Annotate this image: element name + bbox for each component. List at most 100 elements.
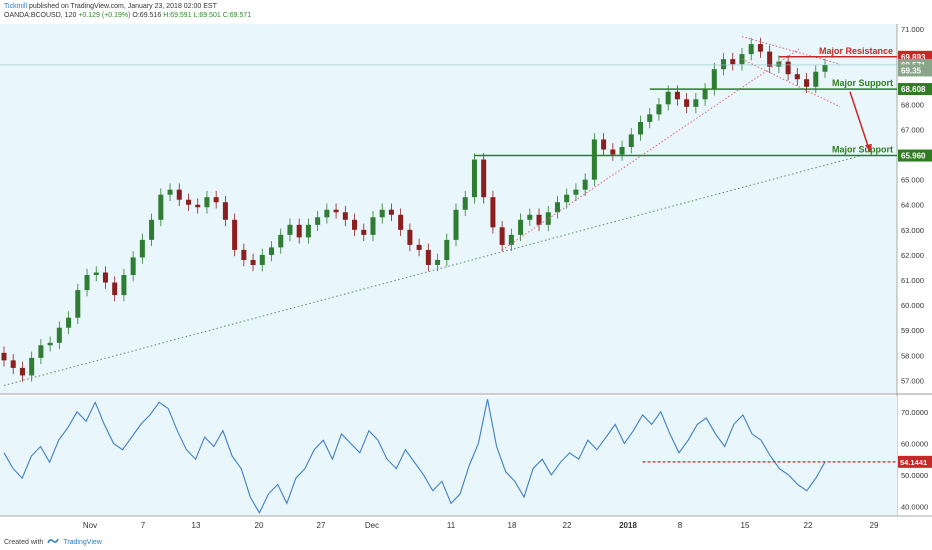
candle-body: [269, 247, 275, 255]
candle-body: [149, 219, 155, 240]
candle-body: [10, 360, 16, 368]
candle-body: [361, 229, 367, 235]
candle-body: [453, 209, 459, 240]
candle-body: [490, 197, 496, 228]
candle-body: [241, 249, 247, 260]
candle-body: [508, 234, 514, 245]
time-tick-label: 2018: [619, 521, 637, 530]
chart-canvas[interactable]: 57.000 58.000 59.000 60.000 61.000 62.000 63.0…: [0, 0, 932, 534]
ohlc-line: OANDA:BCOUSD, 120 +0.129 (+0.19%) O:69.5…: [4, 11, 928, 20]
time-tick-label: 13: [192, 521, 201, 530]
candle-body: [444, 239, 450, 260]
footer: Created with TradingView: [0, 534, 932, 550]
rsi-tick-label: 70.0000: [901, 408, 928, 417]
price-label-text: 68.608: [901, 85, 926, 94]
time-tick-label: 22: [563, 521, 572, 530]
rsi-value-box: [898, 455, 932, 468]
price-label-text: 69.35: [901, 66, 922, 75]
open-label: O:69.516: [132, 12, 162, 19]
rising-trend-line: [501, 48, 800, 251]
wedge-lower-line: [741, 58, 841, 108]
candle-body: [287, 224, 293, 235]
price-label-text: 65.960: [901, 152, 926, 161]
candle-body: [213, 197, 219, 203]
wedge-upper-line: [741, 36, 841, 65]
change-label: +0.129 (+0.19%): [78, 12, 131, 19]
candle-body: [665, 91, 671, 105]
candle-body: [112, 282, 118, 296]
rsi-tick-label: 60.0000: [901, 439, 928, 448]
candle-body: [333, 209, 339, 213]
time-tick-label: 27: [317, 521, 326, 530]
candle-body: [822, 64, 828, 72]
chart-header: Tickmill published on TradingView.com, J…: [0, 0, 932, 24]
candle-body: [647, 114, 653, 122]
candle-body: [185, 199, 192, 205]
candle-body: [748, 44, 754, 55]
candle-body: [684, 99, 690, 107]
price-tick-label: 57.000: [901, 376, 924, 385]
price-label-box: [898, 64, 932, 77]
candle-body: [637, 121, 644, 135]
price-tick-label: 67.000: [901, 125, 924, 134]
candle-body: [545, 212, 551, 225]
symbol-label: OANDA:BCOUSD, 120: [4, 12, 77, 19]
rsi-pane[interactable]: 40.0000 50.0000 60.0000 70.0000 54.1441: [0, 396, 932, 516]
created-with-text: Created with: [4, 538, 44, 546]
candle-body: [462, 197, 468, 210]
candle-body: [259, 254, 265, 265]
price-tick-label: 60.000: [901, 301, 924, 310]
candle-body: [425, 249, 431, 265]
candle-body: [499, 227, 505, 245]
candle-body: [232, 219, 238, 250]
candle-body: [158, 194, 164, 220]
candle-body: [416, 244, 422, 250]
candle-body: [721, 59, 727, 70]
rsi-tick-label: 40.0000: [901, 503, 928, 512]
candle-body: [674, 91, 680, 100]
close-label: C:69.571: [222, 12, 252, 19]
tradingview-brand[interactable]: TradingView: [63, 538, 102, 546]
price-tick-label: 64.000: [901, 201, 924, 210]
candle-body: [167, 189, 173, 195]
candle-body: [370, 217, 376, 235]
publisher-name[interactable]: Tickmill: [4, 3, 28, 10]
candle-body: [435, 259, 441, 265]
candle-body: [250, 259, 256, 265]
candle-body: [204, 197, 210, 208]
candle-body: [305, 224, 311, 238]
candle-body: [19, 367, 25, 376]
rsi-line: [3, 399, 826, 514]
rsi-tick-label: 50.0000: [901, 471, 928, 480]
candle-body: [767, 51, 773, 67]
candle-body: [794, 74, 800, 80]
candle-body: [1, 352, 7, 361]
candle-body: [176, 189, 182, 200]
price-pane-background: [0, 24, 897, 393]
candle-body: [388, 209, 394, 215]
low-label: L:69.501: [193, 12, 221, 19]
candle-body: [29, 357, 35, 376]
time-axis: Nov 7 13 20 27 Dec 11 18 22 2018 8 15 22 29: [0, 515, 932, 530]
rsi-value-label: 54.1441: [900, 458, 927, 467]
price-tick-label: 68.000: [901, 100, 924, 109]
price-label-text: 69.893: [901, 53, 926, 62]
candle-body: [739, 54, 745, 65]
price-pane[interactable]: 57.000 58.000 59.000 60.000 61.000 62.000 63.0…: [0, 24, 932, 516]
candle-body: [66, 317, 72, 328]
candle-body: [222, 202, 228, 220]
high-label: H:69.591: [163, 12, 192, 19]
candle-body: [702, 89, 708, 100]
candle-body: [352, 219, 358, 230]
candle-body: [656, 104, 662, 115]
candle-body: [102, 272, 108, 283]
candle-body: [813, 71, 819, 87]
candle-body: [711, 69, 717, 90]
tradingview-logo-icon: [47, 537, 59, 547]
candle-body: [573, 189, 579, 195]
time-tick-label: 22: [804, 521, 813, 530]
time-tick-label: 7: [141, 521, 146, 530]
price-label-box: [898, 83, 932, 96]
candle-body: [407, 229, 413, 245]
candle-body: [315, 217, 321, 225]
